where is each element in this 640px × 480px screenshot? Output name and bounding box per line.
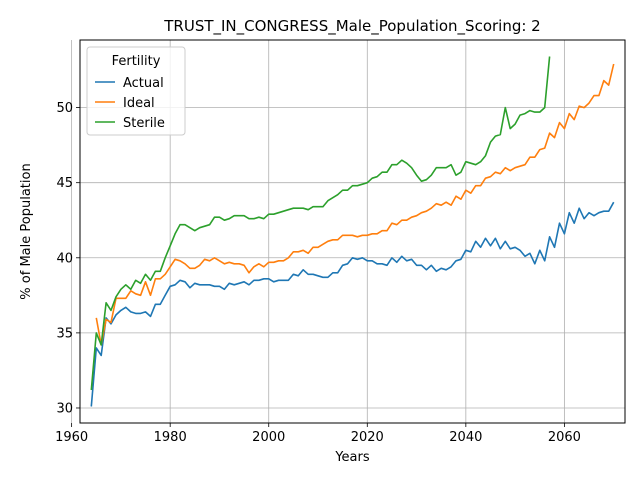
series-line-sterile (90, 56, 551, 391)
legend-label-sterile: Sterile (123, 116, 165, 131)
y-axis-label: % of Male Population (19, 163, 34, 299)
grid (71, 40, 625, 423)
x-tick-label: 2060 (548, 430, 581, 445)
legend-label-actual: Actual (123, 76, 164, 91)
series-line-ideal (95, 63, 615, 346)
x-tick-label: 1980 (154, 430, 187, 445)
x-tick-label: 2020 (351, 430, 384, 445)
legend: Fertility Actual Ideal Sterile (86, 46, 186, 136)
y-tick-label: 35 (56, 326, 73, 341)
legend-box (86, 46, 186, 136)
series-lines (90, 56, 615, 407)
legend-label-ideal: Ideal (123, 96, 155, 111)
x-axis-label: Years (334, 450, 370, 465)
x-tick-label: 2000 (252, 430, 285, 445)
x-tick-label: 1960 (55, 430, 88, 445)
chart-title: TRUST_IN_CONGRESS_Male_Population_Scorin… (163, 17, 540, 36)
legend-title: Fertility (112, 54, 161, 69)
y-tick-label: 50 (56, 101, 73, 116)
x-tick-label: 2040 (449, 430, 482, 445)
x-axis: 1960 1980 2000 2020 2040 2060 (55, 423, 581, 445)
series-line-actual (90, 201, 615, 407)
plot-frame (79, 39, 626, 424)
y-tick-label: 30 (56, 401, 73, 416)
y-axis: 30 35 40 45 50 (56, 101, 80, 416)
y-tick-label: 40 (56, 251, 73, 266)
y-tick-label: 45 (56, 176, 73, 191)
